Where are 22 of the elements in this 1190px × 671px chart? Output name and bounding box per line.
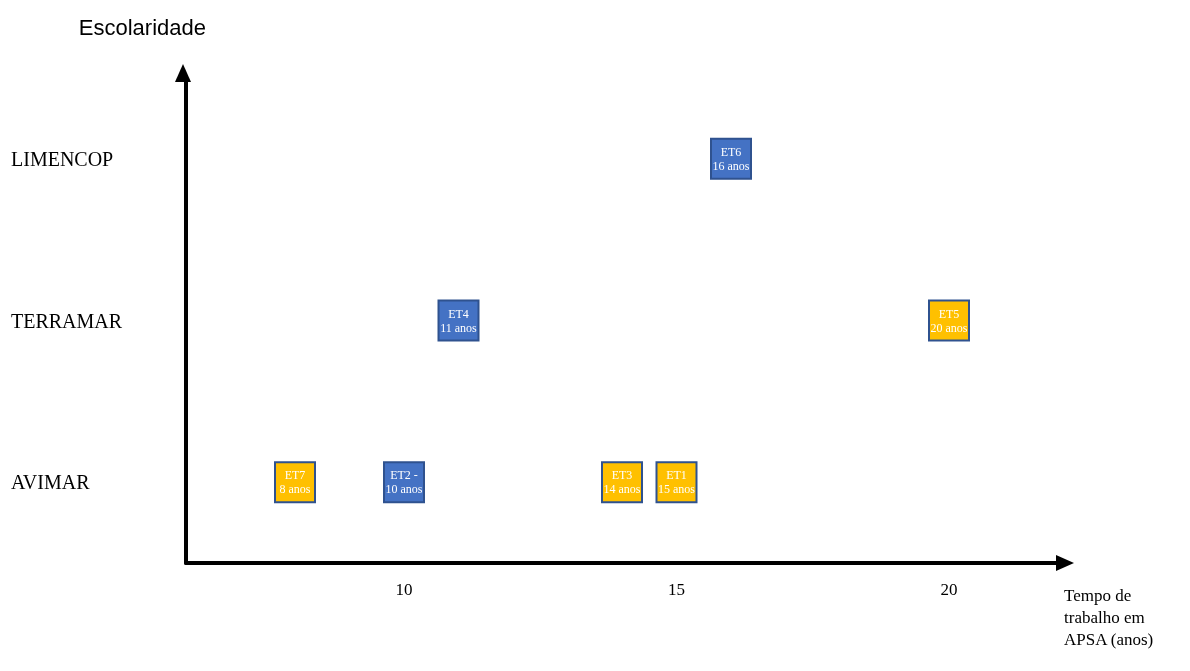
- y-tick-label: AVIMAR: [11, 471, 91, 494]
- series-label: ET1: [666, 468, 687, 483]
- y-tick-label: TERRAMAR: [11, 309, 123, 332]
- data-label: 14 anos: [603, 482, 641, 497]
- y-tick-label: LIMENCOP: [11, 147, 114, 170]
- y-axis-title: Escolaridade: [78, 14, 206, 40]
- series-label: ET3: [611, 468, 633, 483]
- series-label: ET7: [284, 468, 306, 483]
- data-label: 10 anos: [385, 482, 423, 497]
- data-label: 11 anos: [440, 320, 478, 335]
- data-label: 15 anos: [658, 482, 696, 497]
- data-label: 16 anos: [712, 158, 750, 173]
- x-tick-label: 15: [668, 580, 685, 599]
- x-axis-title: Tempo de trabalho em APSA (anos): [1064, 585, 1154, 649]
- data-label: 8 anos: [279, 482, 311, 497]
- series-label: ET4: [448, 306, 469, 321]
- series-label: ET6: [720, 144, 742, 159]
- x-tick-label: 20: [940, 580, 958, 599]
- data-label: 20 anos: [930, 320, 968, 335]
- series-label: ET5: [938, 306, 960, 321]
- series-label: ET2 -: [390, 468, 418, 483]
- x-tick-label: 10: [395, 580, 413, 599]
